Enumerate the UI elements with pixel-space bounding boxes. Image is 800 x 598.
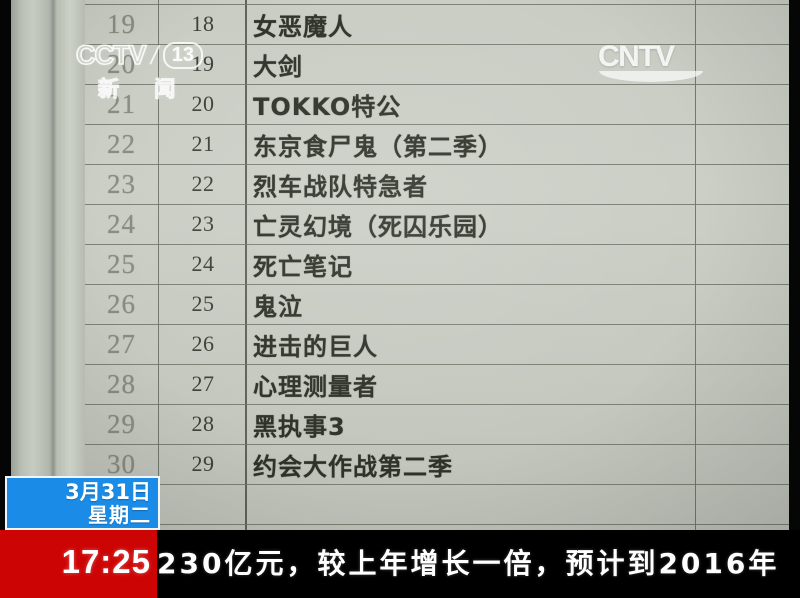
column-divider-2 <box>245 0 247 534</box>
row-rule <box>85 164 789 165</box>
row-rule <box>85 324 789 325</box>
item-number: 20 <box>191 91 215 116</box>
row-rule <box>85 244 789 245</box>
item-number: 23 <box>191 211 215 236</box>
table-row: 28 27 心理测量者 <box>85 364 789 404</box>
ticker-headline-text: 230亿元，较上年增长一倍，预计到2016年 <box>157 546 780 580</box>
item-number: 25 <box>191 291 215 316</box>
row-rule <box>85 524 789 525</box>
table-row: 27 26 进击的巨人 <box>85 324 789 364</box>
row-rule <box>85 204 789 205</box>
table-row: 29 28 黑执事3 <box>85 404 789 444</box>
printed-line-number: 20 <box>107 48 136 79</box>
row-rule <box>85 84 789 85</box>
item-number: 24 <box>191 251 215 276</box>
printed-line-number: 26 <box>107 288 136 319</box>
item-title: 大剑 <box>253 52 303 81</box>
row-rule <box>85 284 789 285</box>
item-title: 女恶魔人 <box>253 12 353 41</box>
weekday-text: 星期二 <box>88 502 151 527</box>
item-number: 29 <box>191 451 215 476</box>
news-ticker-bar: 17:25 230亿元，较上年增长一倍，预计到2016年 <box>0 530 800 598</box>
date-text: 3月31日 <box>65 479 151 504</box>
row-rule <box>85 4 789 5</box>
clock-time: 17:25 <box>61 543 151 580</box>
item-title: 鬼泣 <box>253 292 303 321</box>
row-rule <box>85 124 789 125</box>
date-badge: 3月31日 星期二 <box>5 476 160 530</box>
printed-line-number: 28 <box>107 368 136 399</box>
item-title: 东京食尸鬼（第二季） <box>253 132 503 161</box>
item-title: 心理测量者 <box>253 372 378 401</box>
item-number: 21 <box>191 131 215 156</box>
item-title: 约会大作战第二季 <box>253 452 453 481</box>
table-row: 19 18 女恶魔人 <box>85 4 789 44</box>
right-dark-gutter <box>789 0 800 534</box>
row-rule <box>85 484 789 485</box>
item-number: 22 <box>191 171 215 196</box>
printed-line-number: 29 <box>107 408 136 439</box>
printed-line-number: 30 <box>107 448 136 479</box>
left-dark-gutter <box>0 0 11 534</box>
printed-line-number: 24 <box>107 208 136 239</box>
printed-line-number: 19 <box>107 8 136 39</box>
item-title: 死亡笔记 <box>253 252 353 281</box>
item-number: 27 <box>191 371 215 396</box>
table-row: 20 19 大剑 <box>85 44 789 84</box>
table-row: 21 20 TOKKO特公 <box>85 84 789 124</box>
table-row: 26 25 鬼泣 <box>85 284 789 324</box>
item-title: 进击的巨人 <box>253 332 378 361</box>
binder-edge <box>11 0 85 534</box>
video-frame: 19 18 女恶魔人 20 19 大剑 21 20 TOKKO特公 22 21 … <box>0 0 800 534</box>
clock-block: 17:25 <box>0 530 157 598</box>
item-number: 19 <box>191 51 215 76</box>
printed-line-number: 22 <box>107 128 136 159</box>
item-title: 烈车战队特急者 <box>253 172 428 201</box>
table-row: 22 21 东京食尸鬼（第二季） <box>85 124 789 164</box>
table-row: 23 22 烈车战队特急者 <box>85 164 789 204</box>
printed-line-number: 23 <box>107 168 136 199</box>
table-row: 30 29 约会大作战第二季 <box>85 444 789 484</box>
column-divider-1 <box>158 0 159 534</box>
row-rule <box>85 444 789 445</box>
item-number: 28 <box>191 411 215 436</box>
column-divider-3 <box>695 0 696 534</box>
printed-line-number: 21 <box>107 88 136 119</box>
row-rule <box>85 44 789 45</box>
ruled-paper-document: 19 18 女恶魔人 20 19 大剑 21 20 TOKKO特公 22 21 … <box>85 0 789 534</box>
item-title: 亡灵幻境（死囚乐园） <box>253 212 503 241</box>
table-row: 24 23 亡灵幻境（死囚乐园） <box>85 204 789 244</box>
item-title: 黑执事3 <box>253 412 346 441</box>
item-number: 26 <box>191 331 215 356</box>
item-title: TOKKO特公 <box>253 92 402 121</box>
printed-line-number: 25 <box>107 248 136 279</box>
item-number: 18 <box>191 11 215 36</box>
row-rule <box>85 364 789 365</box>
row-rule <box>85 404 789 405</box>
table-row: 25 24 死亡笔记 <box>85 244 789 284</box>
printed-line-number: 27 <box>107 328 136 359</box>
